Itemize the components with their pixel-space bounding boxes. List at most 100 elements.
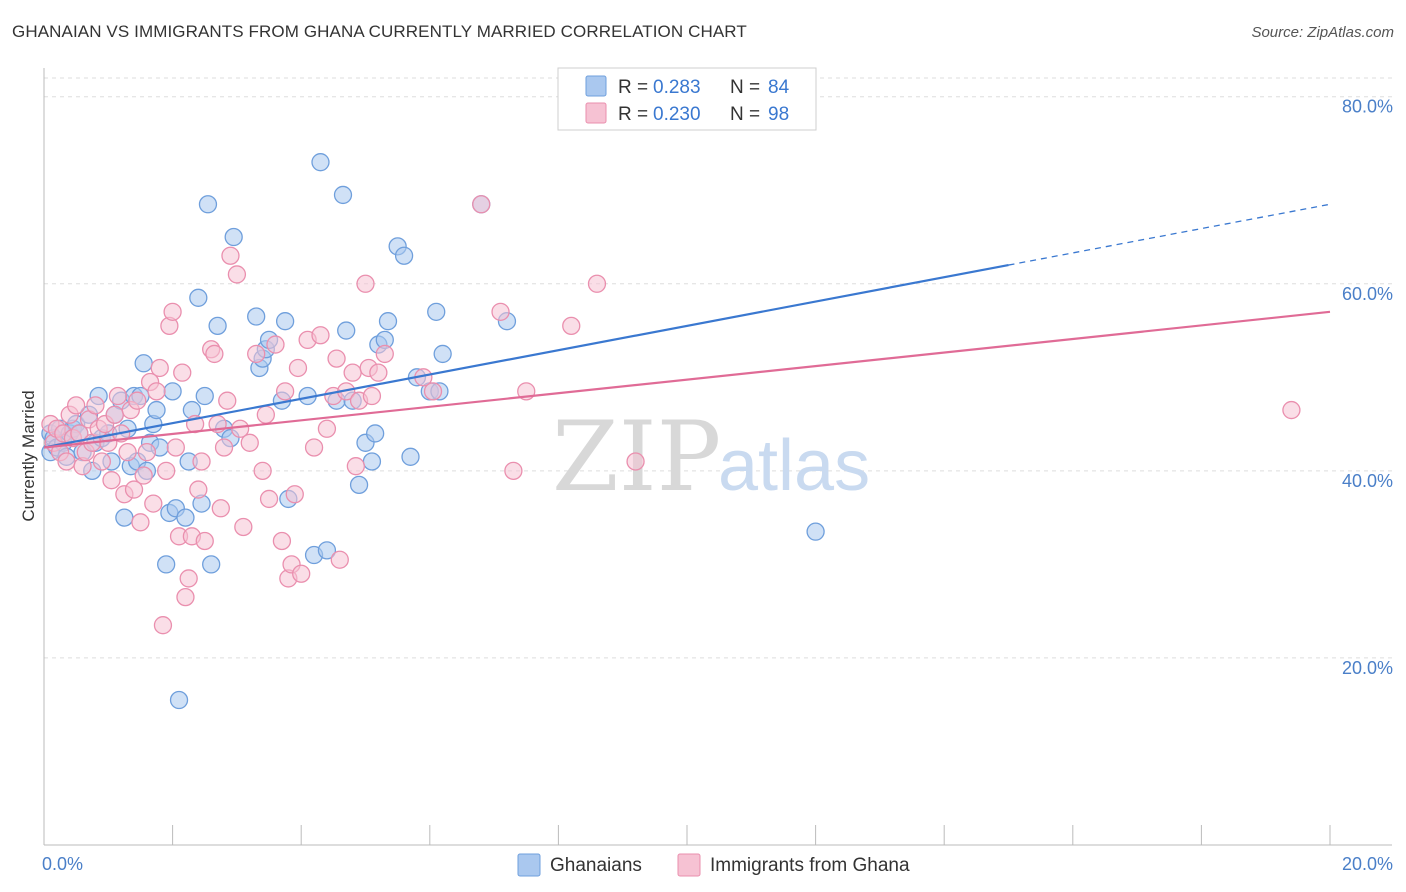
point-ghanaians-63 — [333, 185, 353, 205]
point-immigrants-60 — [247, 344, 266, 364]
legend-bottom-label-immigrants: Immigrants from Ghana — [710, 855, 910, 876]
point-immigrants-42 — [176, 587, 195, 607]
point-immigrants-50 — [205, 344, 224, 364]
point-immigrants-92 — [504, 461, 523, 481]
point-immigrants-70 — [288, 358, 308, 378]
point-immigrants-48 — [195, 531, 214, 551]
point-immigrants-56 — [227, 265, 247, 284]
point-immigrants-24 — [118, 442, 137, 462]
point-ghanaians-27 — [134, 354, 153, 373]
y-tick-label-1: 40.0% — [1342, 471, 1393, 491]
point-immigrants-20 — [105, 405, 124, 424]
legend-top-n-value-1: 84 — [768, 77, 790, 98]
point-immigrants-91 — [491, 302, 510, 321]
point-ghanaians-35 — [163, 382, 182, 401]
point-immigrants-53 — [214, 438, 234, 457]
point-immigrants-62 — [256, 405, 275, 424]
point-immigrants-8 — [67, 396, 86, 415]
point-ghanaians-72 — [378, 312, 398, 331]
point-immigrants-78 — [330, 550, 349, 569]
point-immigrants-87 — [375, 344, 394, 364]
legend-top-r-label-1: R = — [618, 77, 648, 98]
point-immigrants-96 — [626, 452, 645, 471]
legend-bottom: Ghanaians Immigrants from Ghana — [517, 853, 910, 877]
point-ghanaians-83 — [806, 522, 825, 541]
legend-bottom-swatch-ghanaians — [517, 853, 541, 877]
point-immigrants-83 — [356, 274, 375, 293]
point-immigrants-21 — [108, 386, 128, 406]
y-tick-labels: 20.0% 40.0% 60.0% 80.0% — [1342, 97, 1393, 678]
point-immigrants-77 — [327, 349, 346, 368]
point-immigrants-30 — [137, 442, 157, 462]
x-tick-label-1: 20.0% — [1342, 854, 1393, 874]
point-immigrants-64 — [266, 335, 285, 354]
point-immigrants-36 — [157, 461, 176, 481]
legend-top-n-label-2: N = — [730, 104, 760, 125]
point-immigrants-35 — [153, 616, 173, 635]
point-immigrants-58 — [234, 517, 253, 537]
y-axis-label: Currently Married — [19, 390, 38, 521]
x-tick-labels: 0.0% 20.0% — [42, 854, 1393, 874]
point-immigrants-81 — [346, 457, 366, 476]
point-ghanaians-41 — [189, 288, 208, 307]
point-ghanaians-21 — [115, 508, 134, 527]
point-ghanaians-43 — [195, 386, 214, 406]
point-immigrants-80 — [343, 363, 362, 382]
point-immigrants-89 — [423, 382, 443, 401]
point-immigrants-85 — [362, 386, 382, 406]
y-tick-label-2: 60.0% — [1342, 284, 1393, 304]
point-immigrants-29 — [134, 466, 153, 485]
point-ghanaians-31 — [147, 400, 166, 420]
point-immigrants-74 — [311, 326, 330, 345]
point-immigrants-59 — [240, 433, 259, 452]
point-immigrants-28 — [131, 513, 150, 532]
legend-top-swatch-blue — [585, 75, 607, 97]
legend-top-n-value-2: 98 — [768, 104, 789, 125]
point-immigrants-43 — [179, 569, 198, 588]
point-ghanaians-38 — [176, 508, 195, 527]
point-ghanaians-75 — [401, 447, 420, 466]
point-immigrants-73 — [304, 438, 324, 457]
watermark-atlas: atlas — [718, 426, 870, 506]
point-immigrants-90 — [472, 195, 491, 214]
point-immigrants-34 — [150, 358, 169, 378]
point-immigrants-5 — [57, 452, 76, 471]
legend-top-r-label-2: R = — [618, 104, 648, 125]
point-immigrants-27 — [128, 391, 147, 410]
point-ghanaians-49 — [224, 227, 243, 247]
point-immigrants-47 — [192, 452, 211, 471]
point-immigrants-75 — [317, 419, 337, 438]
point-immigrants-86 — [369, 363, 388, 382]
point-ghanaians-45 — [202, 555, 221, 574]
point-immigrants-63 — [259, 489, 279, 509]
point-ghanaians-46 — [208, 316, 227, 336]
legend-bottom-label-ghanaians: Ghanaians — [550, 855, 642, 876]
source-label: Source: ZipAtlas.com — [1251, 24, 1394, 41]
point-ghanaians-37 — [169, 690, 189, 710]
x-tick-label-0: 0.0% — [42, 854, 83, 874]
legend-top-n-label-1: N = — [730, 77, 760, 98]
point-immigrants-61 — [253, 461, 272, 481]
point-immigrants-71 — [292, 564, 311, 583]
point-immigrants-16 — [92, 452, 112, 471]
point-ghanaians-69 — [365, 424, 385, 443]
legend-top: R = 0.283 N = 84 R = 0.230 N = 98 — [557, 67, 817, 131]
y-tick-label-0: 20.0% — [1342, 658, 1393, 678]
trend-lines — [43, 203, 1331, 449]
point-ghanaians-33 — [157, 555, 176, 574]
legend-top-r-value-1: 0.283 — [653, 77, 701, 98]
point-ghanaians-56 — [275, 312, 295, 331]
point-ghanaians-44 — [198, 195, 218, 214]
legend-top-swatch-pink — [585, 102, 607, 124]
y-tick-label-3: 80.0% — [1342, 97, 1393, 117]
point-ghanaians-50 — [247, 307, 266, 326]
point-immigrants-46 — [189, 480, 208, 499]
point-ghanaians-64 — [337, 321, 356, 340]
point-immigrants-41 — [173, 363, 192, 382]
point-ghanaians-68 — [362, 452, 382, 471]
point-immigrants-97 — [1282, 400, 1301, 420]
point-ghanaians-78 — [427, 302, 446, 321]
point-ghanaians-74 — [394, 246, 414, 265]
point-immigrants-9 — [70, 424, 89, 443]
